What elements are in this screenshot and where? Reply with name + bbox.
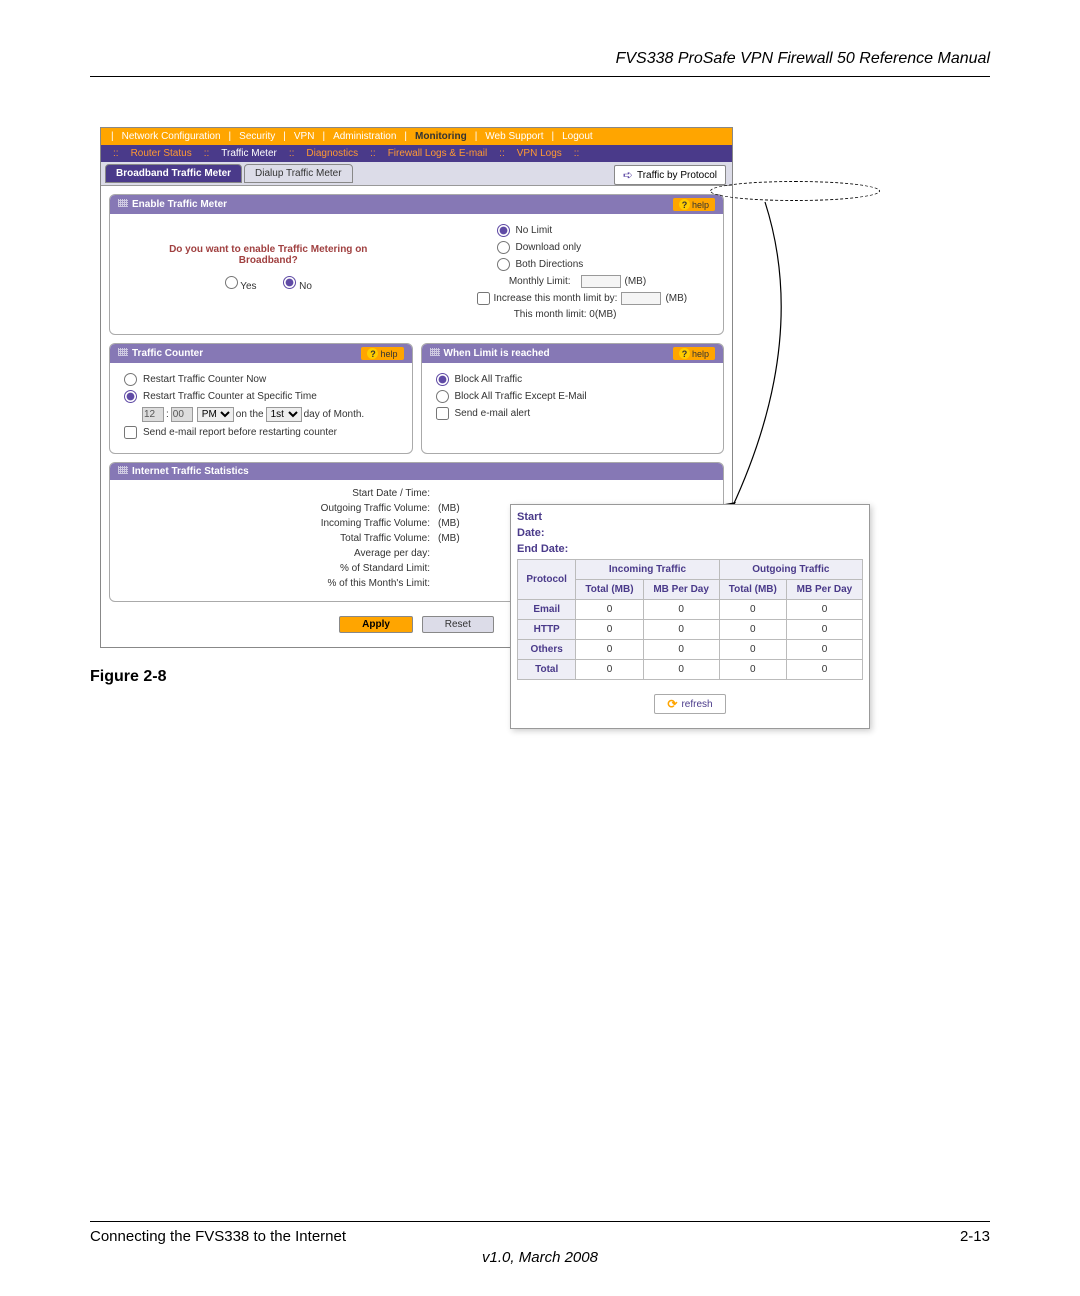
figure-container: | Network Configuration | Security | VPN… <box>100 127 860 648</box>
increase-checkbox[interactable] <box>477 292 490 305</box>
table-row: Email0000 <box>518 600 863 620</box>
panel-title-stats: Internet Traffic Statistics <box>118 466 249 477</box>
monthly-limit-input[interactable] <box>581 275 621 288</box>
radio-block-all[interactable] <box>436 373 449 386</box>
subnav-diagnostics[interactable]: Diagnostics <box>300 148 364 159</box>
tab-broadband[interactable]: Broadband Traffic Meter <box>105 164 242 183</box>
radio-restart-time[interactable] <box>124 390 137 403</box>
nav-monitoring[interactable]: Monitoring <box>411 131 471 142</box>
sub-nav: :: Router Status :: Traffic Meter :: Dia… <box>101 145 732 162</box>
nav-sep: | <box>107 131 118 142</box>
radio-no[interactable]: No <box>283 281 312 292</box>
nav-vpn[interactable]: VPN <box>290 131 319 142</box>
page-footer: Connecting the FVS338 to the Internet 2-… <box>90 1221 990 1266</box>
help-link[interactable]: help <box>673 198 715 211</box>
refresh-button[interactable]: refresh <box>654 694 725 714</box>
nav-logout[interactable]: Logout <box>558 131 597 142</box>
footer-version: v1.0, March 2008 <box>90 1249 990 1266</box>
increase-input[interactable] <box>621 292 661 305</box>
table-row: HTTP0000 <box>518 620 863 640</box>
tab-dialup[interactable]: Dialup Traffic Meter <box>244 164 353 183</box>
apply-button[interactable]: Apply <box>339 616 413 633</box>
th-out-total: Total (MB) <box>719 580 786 600</box>
nav-web-support[interactable]: Web Support <box>481 131 547 142</box>
enable-question: Do you want to enable Traffic Metering o… <box>120 224 417 324</box>
time-min-input[interactable] <box>171 407 193 422</box>
protocol-table: Protocol Incoming Traffic Outgoing Traff… <box>517 559 863 680</box>
th-in-total: Total (MB) <box>576 580 643 600</box>
subnav-traffic-meter[interactable]: Traffic Meter <box>215 148 283 159</box>
panel-title-enable: Enable Traffic Meter <box>118 199 227 210</box>
footer-right: 2-13 <box>960 1228 990 1245</box>
radio-no-limit[interactable] <box>497 224 510 237</box>
protocol-popup: Start Date: End Date: Protocol Incoming … <box>510 504 870 729</box>
time-hour-input[interactable] <box>142 407 164 422</box>
nav-network[interactable]: Network Configuration <box>118 131 225 142</box>
nav-security[interactable]: Security <box>235 131 279 142</box>
send-email-checkbox[interactable] <box>124 426 137 439</box>
page-header-title: FVS338 ProSafe VPN Firewall 50 Reference… <box>90 50 990 77</box>
stat-row: Start Date / Time: <box>118 488 715 499</box>
footer-left: Connecting the FVS338 to the Internet <box>90 1228 346 1245</box>
th-outgoing: Outgoing Traffic <box>719 560 862 580</box>
limit-panel: When Limit is reached help Block All Tra… <box>421 343 725 454</box>
subnav-router-status[interactable]: Router Status <box>125 148 198 159</box>
radio-restart-now[interactable] <box>124 373 137 386</box>
nav-admin[interactable]: Administration <box>329 131 400 142</box>
reset-button[interactable]: Reset <box>422 616 494 633</box>
main-nav: | Network Configuration | Security | VPN… <box>101 128 732 145</box>
day-select[interactable]: 1st <box>266 407 302 422</box>
tabs-row: Broadband Traffic Meter Dialup Traffic M… <box>101 162 732 186</box>
popup-start-label: Start <box>517 511 863 523</box>
ampm-select[interactable]: PM <box>197 407 234 422</box>
radio-yes[interactable]: Yes <box>225 281 257 292</box>
enable-traffic-panel: Enable Traffic Meter help Do you want to… <box>109 194 724 335</box>
panel-title-limit: When Limit is reached <box>430 348 550 359</box>
help-link[interactable]: help <box>673 347 715 360</box>
th-incoming: Incoming Traffic <box>576 560 719 580</box>
subnav-vpn-logs[interactable]: VPN Logs <box>511 148 568 159</box>
subnav-firewall-logs[interactable]: Firewall Logs & E-mail <box>382 148 493 159</box>
radio-download-only[interactable] <box>497 241 510 254</box>
traffic-by-protocol-link[interactable]: Traffic by Protocol <box>614 165 726 185</box>
table-row: Others0000 <box>518 640 863 660</box>
th-in-day: MB Per Day <box>643 580 719 600</box>
send-alert-checkbox[interactable] <box>436 407 449 420</box>
th-out-day: MB Per Day <box>786 580 862 600</box>
panel-title-counter: Traffic Counter <box>118 348 203 359</box>
callout-oval <box>710 181 880 201</box>
popup-end-label: End Date: <box>517 543 863 555</box>
radio-block-except-email[interactable] <box>436 390 449 403</box>
help-link[interactable]: help <box>361 347 403 360</box>
radio-both[interactable] <box>497 258 510 271</box>
traffic-counter-panel: Traffic Counter help Restart Traffic Cou… <box>109 343 413 454</box>
table-row: Total0000 <box>518 660 863 680</box>
popup-date-label: Date: <box>517 527 863 539</box>
th-protocol: Protocol <box>518 560 576 600</box>
callout-arrow-icon <box>720 192 820 522</box>
